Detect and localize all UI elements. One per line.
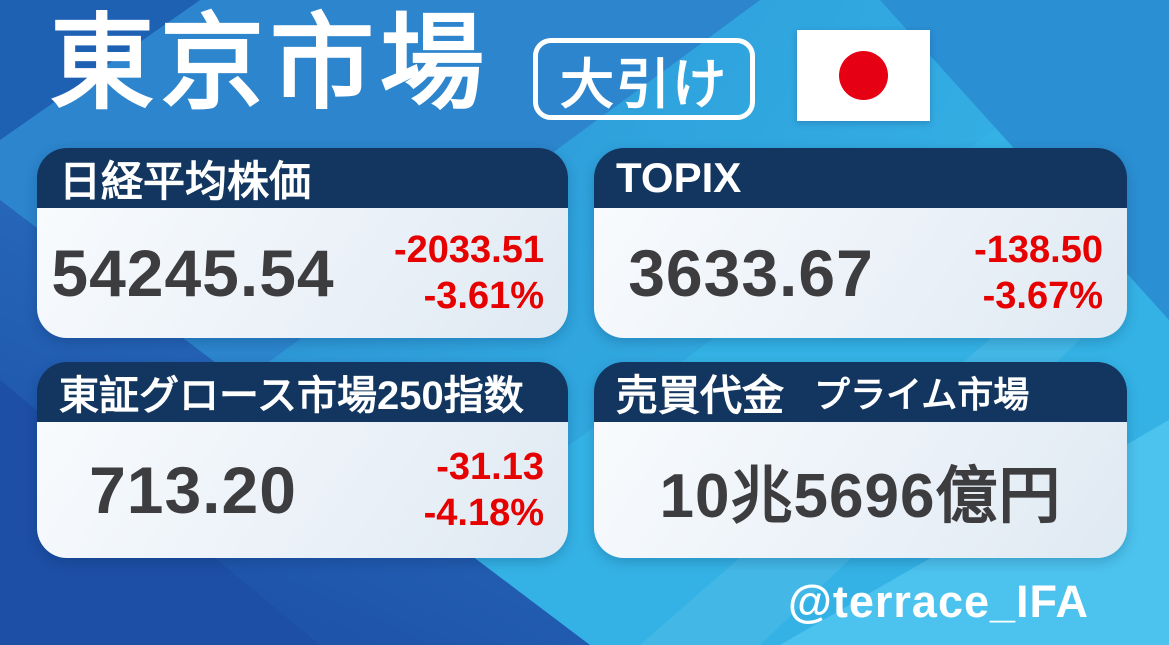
card-nikkei-title: 日経平均株価 xyxy=(59,157,312,205)
card-growth250-title: 東証グロース市場250指数 xyxy=(59,374,524,418)
card-topix: TOPIX 3633.67 -138.50 -3.67% xyxy=(594,148,1127,338)
card-nikkei: 日経平均株価 54245.54 -2033.51 -3.61% xyxy=(37,148,568,338)
growth250-change-percent: -4.18% xyxy=(423,492,544,534)
topix-changes: -138.50 -3.67% xyxy=(908,227,1127,320)
card-turnover-body: 10兆5696億円 xyxy=(594,422,1127,558)
topix-change: -138.50 xyxy=(974,228,1103,271)
nikkei-change: -2033.51 xyxy=(393,228,544,271)
card-growth250-header: 東証グロース市場250指数 xyxy=(37,362,568,422)
card-topix-header: TOPIX xyxy=(594,148,1127,208)
turnover-value: 10兆5696億円 xyxy=(659,462,1062,531)
nikkei-change-percent: -3.61% xyxy=(423,275,544,317)
card-turnover-title: 売買代金 xyxy=(616,371,785,419)
topix-value: 3633.67 xyxy=(628,236,874,310)
card-nikkei-header: 日経平均株価 xyxy=(37,148,568,208)
japan-flag-icon xyxy=(797,30,930,121)
growth250-change: -31.13 xyxy=(436,445,544,488)
growth250-changes: -31.13 -4.18% xyxy=(349,444,568,537)
card-growth250: 東証グロース市場250指数 713.20 -31.13 -4.18% xyxy=(37,362,568,558)
page-title: 東京市場 xyxy=(50,6,491,122)
topix-change-percent: -3.67% xyxy=(982,275,1103,317)
growth250-value: 713.20 xyxy=(89,453,297,527)
card-turnover: 売買代金 プライム市場 10兆5696億円 xyxy=(594,362,1127,558)
card-turnover-header: 売買代金 プライム市場 xyxy=(594,362,1127,422)
card-topix-body: 3633.67 -138.50 -3.67% xyxy=(594,208,1127,338)
nikkei-value: 54245.54 xyxy=(51,236,335,310)
session-badge: 大引け xyxy=(533,38,755,120)
nikkei-changes: -2033.51 -3.61% xyxy=(349,227,568,320)
watermark: @terrace_IFA xyxy=(788,576,1090,627)
card-turnover-market-label: プライム市場 xyxy=(814,374,1030,415)
session-badge-label: 大引け xyxy=(560,54,728,115)
card-topix-title: TOPIX xyxy=(616,154,742,201)
flag-sun-disc xyxy=(839,51,888,100)
card-nikkei-body: 54245.54 -2033.51 -3.61% xyxy=(37,208,568,338)
card-growth250-body: 713.20 -31.13 -4.18% xyxy=(37,422,568,558)
